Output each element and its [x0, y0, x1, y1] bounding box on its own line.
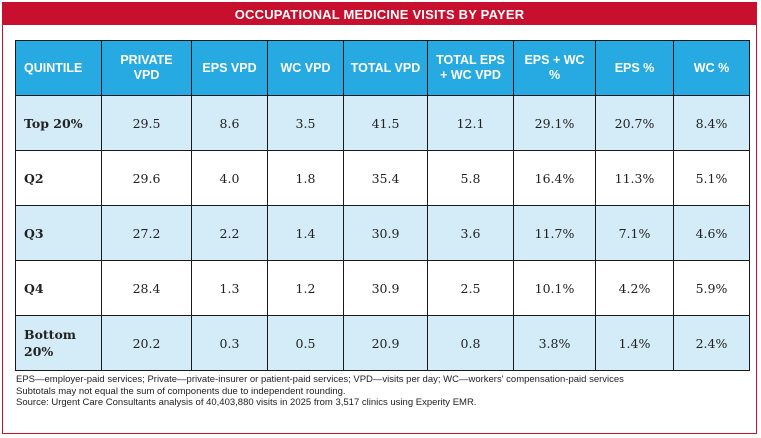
header-quintile: QUINTILE [15, 40, 102, 96]
cell-total-eps-wc-vpd: 0.8 [427, 315, 514, 371]
payer-table: QUINTILE PRIVATE VPD EPS VPD WC VPD TOTA… [15, 40, 750, 371]
header-total-eps-wc-vpd: TOTAL EPS + WC VPD [427, 40, 514, 96]
row-label: Q2 [15, 150, 102, 206]
cell-eps-vpd: 1.3 [191, 260, 268, 316]
row-label: Top 20% [15, 95, 102, 151]
cell-wc-vpd: 1.4 [267, 205, 344, 261]
table-title: OCCUPATIONAL MEDICINE VISITS BY PAYER [3, 3, 756, 25]
cell-total-vpd: 30.9 [343, 205, 428, 261]
table-frame: OCCUPATIONAL MEDICINE VISITS BY PAYER QU… [2, 2, 757, 434]
cell-eps-pct: 20.7% [595, 95, 674, 151]
cell-total-eps-wc-vpd: 2.5 [427, 260, 514, 316]
cell-eps-wc-pct: 11.7% [513, 205, 596, 261]
cell-wc-vpd: 1.2 [267, 260, 344, 316]
cell-eps-vpd: 0.3 [191, 315, 268, 371]
cell-wc-vpd: 0.5 [267, 315, 344, 371]
cell-wc-vpd: 3.5 [267, 95, 344, 151]
cell-eps-vpd: 4.0 [191, 150, 268, 206]
cell-eps-vpd: 2.2 [191, 205, 268, 261]
table-row: Q3 27.2 2.2 1.4 30.9 3.6 11.7% 7.1% 4.6% [15, 205, 750, 261]
header-wc-vpd: WC VPD [267, 40, 344, 96]
cell-eps-wc-pct: 3.8% [513, 315, 596, 371]
cell-total-eps-wc-vpd: 3.6 [427, 205, 514, 261]
row-label: Q3 [15, 205, 102, 261]
table-row: Top 20% 29.5 8.6 3.5 41.5 12.1 29.1% 20.… [15, 95, 750, 151]
header-eps-vpd: EPS VPD [191, 40, 268, 96]
cell-wc-pct: 5.9% [673, 260, 750, 316]
cell-total-vpd: 20.9 [343, 315, 428, 371]
header-private-vpd: PRIVATE VPD [101, 40, 192, 96]
table-row: Q2 29.6 4.0 1.8 35.4 5.8 16.4% 11.3% 5.1… [15, 150, 750, 206]
cell-eps-wc-pct: 29.1% [513, 95, 596, 151]
header-eps-pct: EPS % [595, 40, 674, 96]
abbreviation-note: EPS—employer-paid services; Private—priv… [16, 374, 624, 385]
cell-private-vpd: 29.5 [101, 95, 192, 151]
cell-private-vpd: 28.4 [101, 260, 192, 316]
cell-wc-pct: 8.4% [673, 95, 750, 151]
row-label: Bottom 20% [15, 315, 102, 371]
cell-eps-vpd: 8.6 [191, 95, 268, 151]
cell-private-vpd: 20.2 [101, 315, 192, 371]
header-total-vpd: TOTAL VPD [343, 40, 428, 96]
cell-total-vpd: 41.5 [343, 95, 428, 151]
source-note: Source: Urgent Care Consultants analysis… [16, 397, 477, 408]
cell-total-eps-wc-vpd: 12.1 [427, 95, 514, 151]
cell-eps-wc-pct: 16.4% [513, 150, 596, 206]
header-row: QUINTILE PRIVATE VPD EPS VPD WC VPD TOTA… [15, 40, 750, 96]
cell-eps-pct: 1.4% [595, 315, 674, 371]
rounding-note: Subtotals may not equal the sum of compo… [16, 385, 346, 397]
cell-wc-pct: 2.4% [673, 315, 750, 371]
table-notes: EPS—employer-paid services; Private—priv… [16, 374, 746, 409]
cell-wc-vpd: 1.8 [267, 150, 344, 206]
cell-private-vpd: 29.6 [101, 150, 192, 206]
header-wc-pct: WC % [673, 40, 750, 96]
cell-total-vpd: 30.9 [343, 260, 428, 316]
table-row: Q4 28.4 1.3 1.2 30.9 2.5 10.1% 4.2% 5.9% [15, 260, 750, 316]
cell-wc-pct: 4.6% [673, 205, 750, 261]
cell-eps-wc-pct: 10.1% [513, 260, 596, 316]
cell-total-eps-wc-vpd: 5.8 [427, 150, 514, 206]
row-label: Q4 [15, 260, 102, 316]
cell-eps-pct: 11.3% [595, 150, 674, 206]
table-row: Bottom 20% 20.2 0.3 0.5 20.9 0.8 3.8% 1.… [15, 315, 750, 371]
header-eps-wc-pct: EPS + WC % [513, 40, 596, 96]
cell-eps-pct: 4.2% [595, 260, 674, 316]
cell-total-vpd: 35.4 [343, 150, 428, 206]
cell-private-vpd: 27.2 [101, 205, 192, 261]
cell-eps-pct: 7.1% [595, 205, 674, 261]
cell-wc-pct: 5.1% [673, 150, 750, 206]
